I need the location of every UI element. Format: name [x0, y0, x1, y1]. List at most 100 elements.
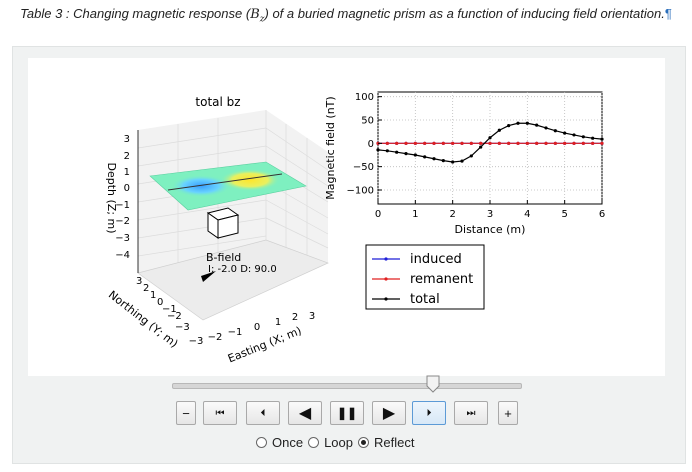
profile-chart: 0 1 2 3 4 5 6 100 50 0 −50 −100 Distance (m) Magnet… [324, 91, 606, 310]
z-tick: 3 [124, 134, 130, 145]
z-tick: −4 [115, 250, 130, 261]
bfield-arrow [201, 271, 216, 282]
frame-slider-handle[interactable] [426, 375, 440, 393]
legend-marker-remanent [384, 277, 388, 281]
bfield-params: I: -2.0 D: 90.0 [208, 264, 277, 275]
play-icon: ▶ [382, 405, 396, 422]
series-point-total [553, 129, 557, 133]
series-point-total [413, 153, 417, 157]
caption-math: Bz [250, 7, 265, 25]
step-forward-button[interactable]: ⏵ [412, 401, 446, 425]
y-tick: −3 [175, 322, 190, 333]
radio-once-button[interactable] [256, 436, 267, 448]
z-tick: 1 [124, 167, 130, 178]
x-tick: 1 [275, 317, 281, 328]
increase-speed-button[interactable]: + [498, 401, 518, 425]
series-point-total [451, 160, 455, 164]
chart-legend: induced remanent total [365, 244, 485, 310]
series-point-total [497, 128, 501, 132]
pilcrow-link[interactable]: ¶ [664, 6, 672, 21]
series-point-remanent [600, 141, 604, 145]
series-point-remanent [497, 141, 501, 145]
x-tick-label: 4 [524, 209, 530, 220]
first-frame-icon: ⏮ [215, 407, 225, 419]
series-point-remanent [469, 141, 473, 145]
prism-cube [206, 207, 240, 239]
anomaly-low [171, 175, 231, 197]
pause-icon: ❚❚ [336, 406, 358, 420]
x-tick: −2 [208, 332, 223, 343]
loop-mode-group: Once Loop Reflect [256, 432, 419, 452]
series-point-remanent [544, 141, 548, 145]
legend-label-induced: induced [410, 252, 462, 267]
last-frame-icon: ⏭ [466, 407, 476, 419]
play-reverse-icon: ◀ [298, 405, 312, 422]
series-point-total [460, 159, 464, 163]
y-tick: 2 [143, 283, 149, 294]
series-point-remanent [591, 141, 595, 145]
chart-series [376, 121, 604, 164]
legend-marker-induced [384, 257, 388, 261]
radio-loop-button[interactable] [308, 436, 320, 448]
caption-text-after: ) of a buried magnetic prism as a functi… [264, 6, 665, 21]
series-point-total [479, 145, 483, 149]
y-tick: 1 [150, 290, 156, 301]
profile-line [167, 173, 283, 191]
x-tick: 2 [292, 312, 298, 323]
play-button[interactable]: ▶ [372, 401, 406, 425]
chart-ticks: 0 1 2 3 4 5 6 100 50 0 −50 −100 [347, 92, 606, 220]
y-tick: 3 [136, 276, 142, 287]
chart-y-label: Magnetic field (nT) [324, 96, 337, 199]
series-point-remanent [507, 141, 511, 145]
play-reverse-button[interactable]: ◀ [288, 401, 322, 425]
bfield-label: B-field [206, 251, 241, 264]
decrease-speed-button[interactable]: − [176, 401, 196, 425]
radio-reflect-button[interactable] [358, 436, 369, 448]
series-point-remanent [460, 141, 464, 145]
series-point-total [563, 131, 567, 135]
first-frame-button[interactable]: ⏮ [203, 401, 237, 425]
y-tick: 0 [157, 297, 163, 308]
radio-reflect[interactable]: Reflect [358, 435, 416, 450]
figure-area: total bz [28, 58, 665, 376]
step-back-button[interactable]: ⏴ [246, 401, 280, 425]
series-point-remanent [413, 141, 417, 145]
series-point-total [516, 121, 520, 125]
series-point-remanent [535, 141, 539, 145]
series-point-remanent [385, 141, 389, 145]
series-point-total [432, 157, 436, 161]
series-point-remanent [581, 141, 585, 145]
radio-loop[interactable]: Loop [308, 435, 355, 450]
y-tick-label: 50 [361, 116, 374, 127]
x-tick-label: 5 [561, 209, 567, 220]
z-axis-ticks: 3 2 1 0 −1 −2 −3 −4 [115, 134, 130, 261]
frame-slider-track[interactable] [172, 383, 522, 389]
x-tick: 0 [254, 322, 260, 333]
figure-svg: total bz [105, 91, 606, 365]
series-point-total [600, 137, 604, 141]
z-tick: −3 [115, 233, 130, 244]
z-tick: 2 [124, 151, 130, 162]
series-point-remanent [479, 141, 483, 145]
x-tick: −3 [189, 336, 204, 347]
series-point-remanent [423, 141, 427, 145]
step-forward-icon: ⏵ [426, 407, 432, 419]
x-tick: 3 [309, 311, 315, 322]
y-tick-label: −100 [347, 186, 374, 197]
x-tick-label: 3 [487, 209, 493, 220]
y-tick: −2 [167, 311, 182, 322]
step-back-icon: ⏴ [260, 407, 266, 419]
series-point-total [544, 126, 548, 130]
series-point-total [535, 123, 539, 127]
scene-3d: total bz [105, 95, 329, 365]
series-point-remanent [553, 141, 557, 145]
last-frame-button[interactable]: ⏭ [454, 401, 488, 425]
series-point-total [469, 154, 473, 158]
pause-button[interactable]: ❚❚ [330, 401, 364, 425]
y-tick-label: −50 [353, 162, 374, 173]
series-point-remanent [432, 141, 436, 145]
series-point-remanent [451, 141, 455, 145]
y-tick-label: 0 [368, 139, 374, 150]
radio-once[interactable]: Once [256, 435, 305, 450]
radio-loop-label: Loop [324, 434, 353, 450]
